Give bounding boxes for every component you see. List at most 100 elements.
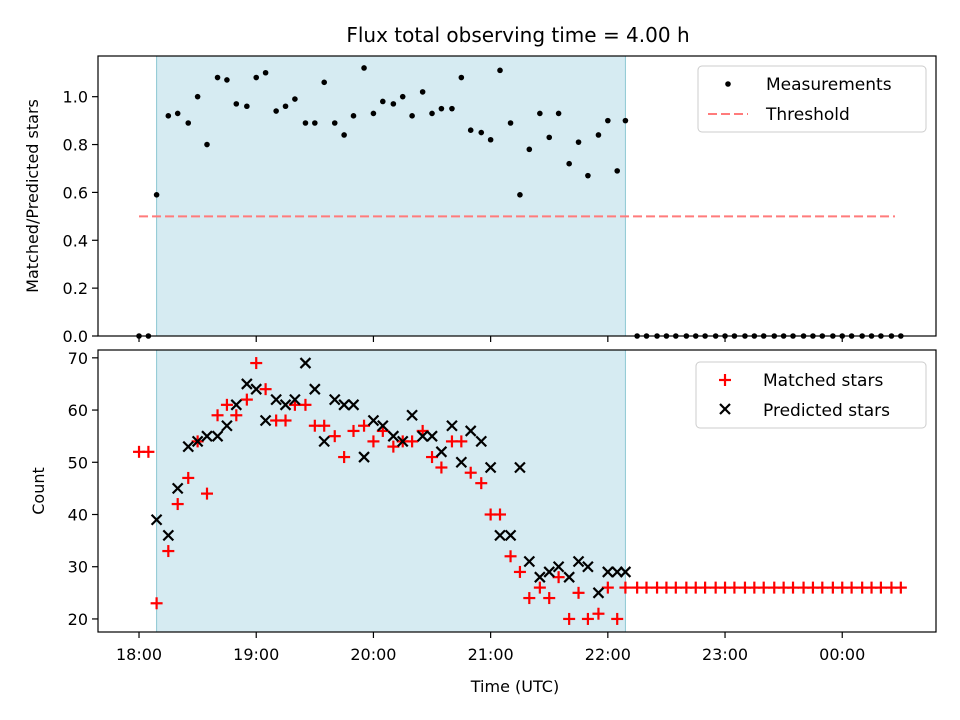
top-axes: 0.0 0.2 0.4 0.6 0.8 1.0 Matched/Predicted sta…	[23, 55, 937, 346]
predicted-star-point	[582, 560, 594, 573]
bottom-xtick-label: 00:00	[819, 645, 865, 664]
top-axes-frame	[97, 55, 937, 337]
matched-star-point	[563, 612, 576, 625]
measurement-point	[605, 117, 611, 124]
bottom-xtick-label: 18:00	[116, 645, 162, 664]
matched-star-point	[328, 430, 341, 443]
measurement-point	[555, 110, 562, 117]
measurement-point	[185, 120, 192, 126]
matched-star-point	[523, 592, 536, 605]
predicted-star-point	[534, 571, 546, 583]
predicted-star-point	[426, 430, 438, 442]
matched-star-point	[592, 607, 605, 620]
measurement-point	[409, 113, 415, 119]
predicted-star-point	[406, 409, 418, 422]
matched-star-point	[387, 440, 400, 453]
measurement-point	[253, 74, 260, 81]
matched-star-point	[358, 419, 371, 432]
measurement-point	[622, 117, 629, 124]
predicted-star-point	[396, 435, 409, 448]
predicted-star-point	[279, 399, 292, 411]
bottom-xtick-label: 20:00	[350, 645, 396, 664]
top-ytick-label: 0.0	[63, 327, 88, 346]
bottom-xtick-label: 23:00	[702, 645, 748, 664]
measurement-point	[585, 172, 591, 179]
predicted-star-point	[563, 571, 575, 583]
predicted-star-point	[572, 555, 585, 568]
matched-star-point	[874, 581, 887, 594]
predicted-star-point	[514, 461, 526, 474]
predicted-star-point	[592, 587, 605, 599]
predicted-star-point	[270, 393, 282, 406]
measurement-point	[526, 146, 533, 153]
matched-star-point	[728, 581, 741, 594]
predicted-star-point	[552, 560, 565, 573]
top-ytick-label: 0.2	[63, 279, 88, 298]
matched-star-point	[543, 592, 556, 605]
predicted-star-point	[211, 430, 224, 442]
predicted-star-point	[191, 435, 204, 448]
predicted-star-point	[387, 430, 400, 442]
matched-star-point	[601, 581, 614, 594]
measurement-point	[614, 168, 621, 174]
measurement-point	[361, 65, 367, 71]
matched-star-point	[318, 419, 331, 432]
matched-star-point	[572, 586, 585, 599]
predicted-star-point	[523, 555, 536, 568]
matched-star-point	[699, 581, 712, 594]
measurement-point	[341, 132, 347, 138]
predicted-star-point	[347, 399, 360, 411]
measurement-point	[546, 134, 553, 141]
predicted-star-point	[230, 399, 243, 411]
bottom-xtick-label: 19:00	[233, 645, 279, 664]
measurement-point	[331, 120, 338, 126]
bottom-axes: 20 30 40 50 60 70 18:00 19:00 20:00 21:00 22:00 23…	[29, 349, 937, 696]
matched-star-point	[669, 581, 682, 594]
predicted-star-point	[416, 430, 429, 442]
measurement-point	[204, 141, 210, 148]
bottom-ytick-label: 30	[68, 558, 88, 577]
matched-star-point	[299, 398, 312, 411]
predicted-star-point	[328, 393, 341, 406]
matched-star-point	[150, 597, 163, 610]
top-y-axis-label: Matched/Predicted stars	[23, 99, 42, 293]
measurement-point	[497, 67, 503, 74]
bottom-xtick-label: 22:00	[585, 645, 631, 664]
matched-star-point	[552, 571, 565, 584]
bottom-ytick-label: 40	[68, 506, 88, 525]
measurement-point	[458, 74, 465, 81]
matched-star-point	[426, 451, 439, 464]
measurement-point	[390, 101, 397, 107]
measurement-point	[507, 120, 514, 126]
measurement-point	[467, 127, 474, 133]
matched-star-point	[211, 409, 224, 422]
predicted-star-point	[602, 566, 614, 578]
measurement-point	[273, 108, 279, 114]
measurement-point	[438, 105, 445, 112]
matched-star-point	[816, 581, 829, 594]
matched-star-point	[475, 477, 488, 490]
top-ytick-label: 0.4	[63, 231, 88, 250]
predicted-star-point	[455, 456, 468, 469]
measurement-point	[321, 79, 328, 86]
measurement-point	[350, 113, 357, 119]
predicted-star-point	[504, 529, 517, 542]
legend-predicted-marker	[719, 403, 731, 415]
top-legend: Measurements Threshold	[697, 65, 927, 133]
matched-star-point	[200, 487, 213, 500]
matched-star-point	[455, 435, 468, 448]
measurement-point	[399, 93, 406, 100]
predicted-star-point	[484, 461, 497, 474]
matched-star-point	[611, 612, 624, 625]
measurement-point	[174, 110, 181, 117]
top-observing-window	[156, 55, 626, 337]
measurement-point	[244, 103, 250, 110]
matched-star-point	[513, 565, 526, 578]
legend-matched-label: Matched stars	[763, 371, 883, 391]
matched-star-point	[435, 461, 448, 474]
measurement-point	[537, 110, 543, 117]
predicted-star-point	[289, 393, 301, 406]
bottom-ytick-label: 70	[68, 349, 88, 368]
predicted-star-point	[259, 414, 272, 427]
measurement-point	[214, 74, 221, 81]
